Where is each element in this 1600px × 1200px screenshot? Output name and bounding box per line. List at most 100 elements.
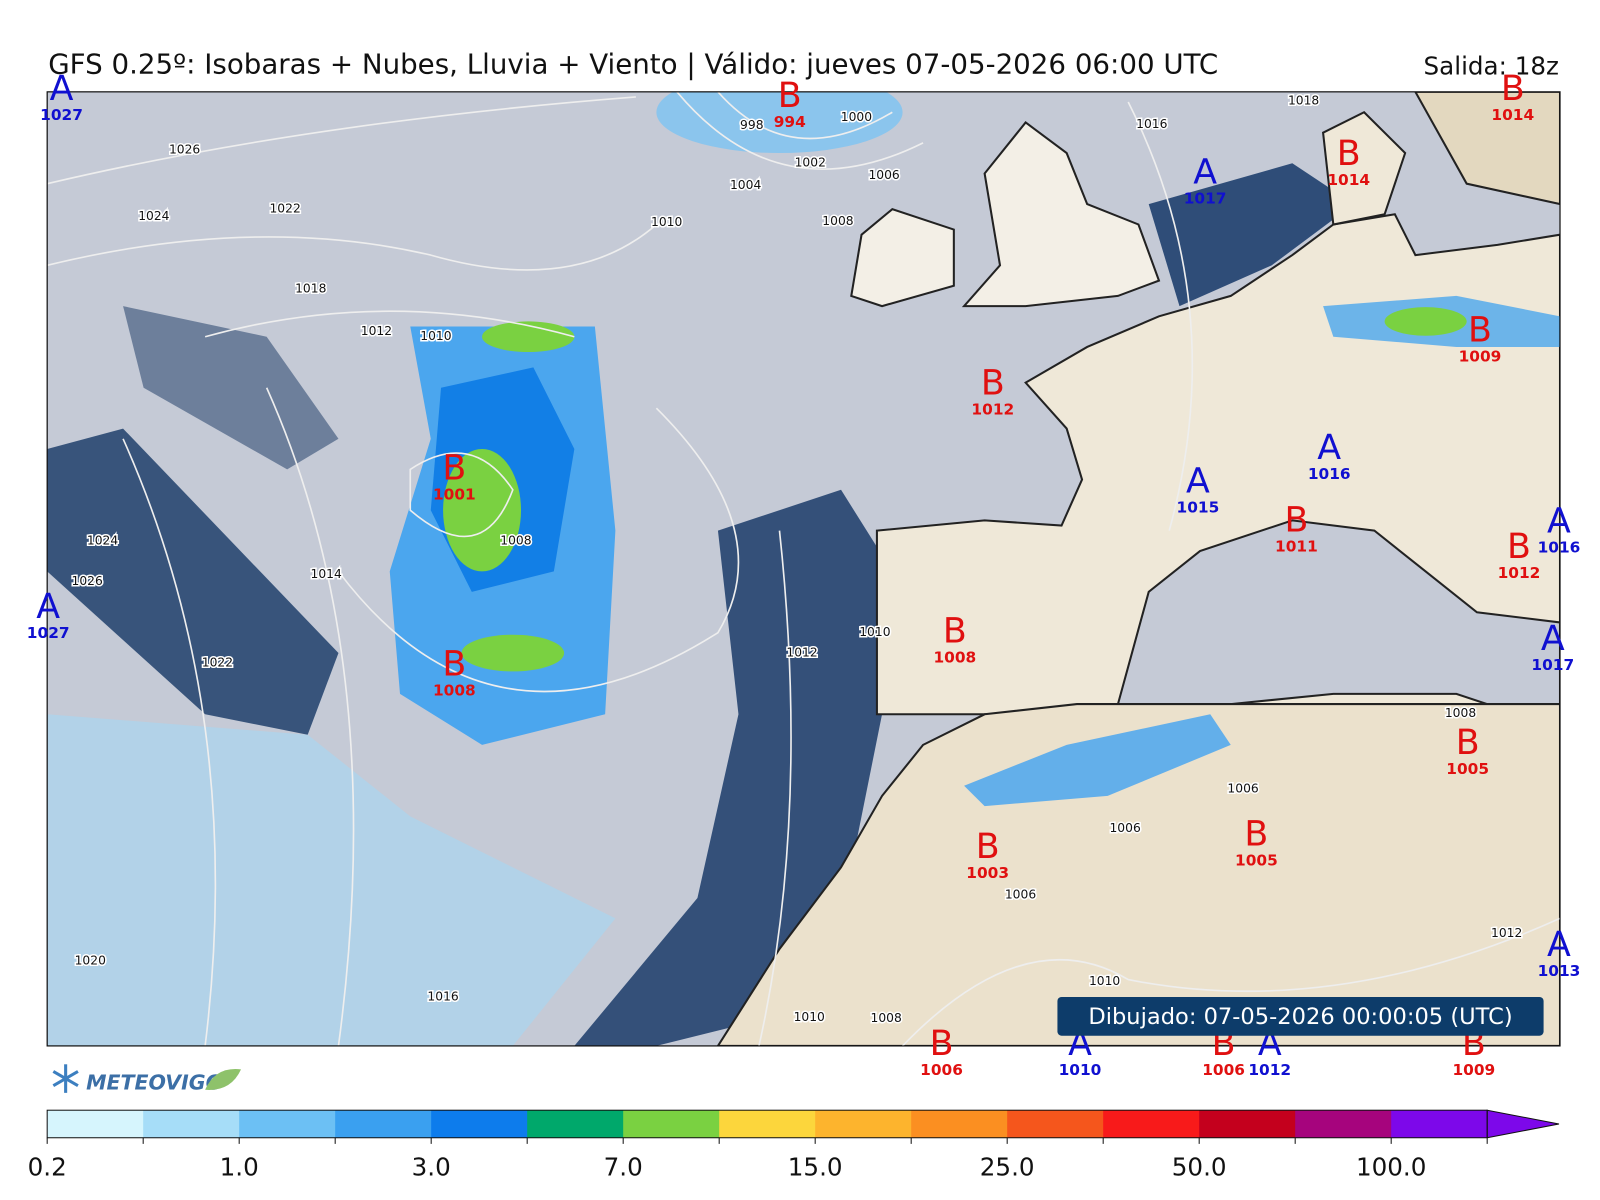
pressure-letter: A [1547, 925, 1571, 965]
pressure-letter: B [1284, 500, 1308, 540]
isobar-label: 1000 [841, 110, 872, 124]
colorbar-label: 15.0 [788, 1152, 843, 1181]
colorbar-segment [623, 1110, 720, 1138]
pressure-letter: A [1317, 428, 1341, 468]
isobar-label: 1024 [87, 533, 118, 547]
cloud-band [47, 428, 339, 735]
isobar-label: 1006 [1005, 887, 1036, 901]
pressure-value: 1006 [920, 1061, 963, 1079]
pressure-letter: B [778, 76, 802, 116]
colorbar-segment [239, 1110, 336, 1138]
isobar-label: 1024 [138, 209, 169, 223]
pressure-letter: B [981, 364, 1005, 404]
pressure-letter: A [36, 587, 60, 627]
pressure-value: 1003 [966, 864, 1009, 882]
colorbar-segment [527, 1110, 624, 1138]
pressure-value: 1001 [433, 485, 476, 503]
pressure-letter: A [1193, 153, 1217, 193]
rain-area [1384, 307, 1467, 336]
pressure-value: 994 [774, 113, 806, 131]
pressure-value: 1008 [933, 649, 976, 667]
colorbar-segment [1199, 1110, 1296, 1138]
pressure-letter: B [442, 644, 466, 684]
isobar-label: 1008 [871, 1011, 902, 1025]
isobar-label: 1006 [868, 168, 899, 182]
colorbar-frame [46, 1109, 1488, 1139]
isobar-label: 1012 [786, 646, 817, 660]
pressure-letter: B [1501, 69, 1525, 109]
isobar-label: 1026 [169, 143, 200, 157]
cloud-band [123, 306, 339, 470]
isobar-label: 998 [740, 118, 763, 132]
isobar-label: 1010 [859, 625, 890, 639]
colorbar-segment [1295, 1110, 1392, 1138]
isobars [47, 91, 1560, 1046]
isobar-label: 1020 [75, 954, 106, 968]
rain-area [482, 321, 575, 353]
colorbar-label: 1.0 [220, 1152, 259, 1181]
colorbar-segment [335, 1110, 432, 1138]
timestamp-box [1057, 996, 1544, 1036]
pressure-value: 1012 [1498, 564, 1541, 582]
colorbar-segment [431, 1110, 528, 1138]
pressure-value: 1012 [971, 401, 1014, 419]
title: GFS 0.25º: Isobaras + Nubes, Lluvia + Vi… [48, 47, 1218, 80]
colorbar-label: 3.0 [412, 1152, 451, 1181]
isobar-label: 1016 [427, 989, 458, 1003]
colorbar-segment [719, 1110, 816, 1138]
pressure-letter: B [1244, 815, 1268, 855]
pressure-value: 1012 [1248, 1061, 1291, 1079]
pressure-value: 1009 [1459, 348, 1502, 366]
isobar-label: 1010 [420, 329, 451, 343]
isobar-label: 1026 [72, 574, 103, 588]
pressure-letter: B [442, 448, 466, 488]
pressure-value: 1017 [1531, 656, 1574, 674]
run-time: Salida: 18z [1424, 51, 1559, 80]
isobar-label: 1018 [295, 281, 326, 295]
pressure-value: 1014 [1491, 106, 1534, 124]
land-ireland [850, 208, 955, 308]
isobar-label: 1022 [202, 656, 233, 670]
isobar-label: 1002 [795, 156, 826, 170]
land-denmark [1321, 111, 1407, 226]
pressure-value: 1005 [1235, 852, 1278, 870]
map [47, 91, 1560, 1046]
pressure-letter: B [976, 827, 1000, 867]
pressure-value: 1011 [1275, 537, 1318, 555]
rain-area [656, 91, 903, 154]
rain-area [461, 634, 565, 672]
pressure-value: 1015 [1177, 499, 1220, 517]
pressure-letter: A [1547, 502, 1571, 542]
colorbar-label: 0.2 [28, 1152, 67, 1181]
rain-area [443, 448, 522, 572]
land-britain [961, 121, 1161, 308]
logo-text: METEOVIGO [86, 1071, 223, 1095]
cloud-band [1148, 163, 1354, 307]
isobar-label: 1008 [1445, 706, 1476, 720]
isobar-label: 1006 [1227, 781, 1258, 795]
cloud-area [47, 714, 616, 1046]
colorbar-segment [1391, 1110, 1488, 1138]
isobar-label: 1014 [311, 567, 342, 581]
pressure-letter: B [1468, 311, 1492, 351]
colorbar-segment [1103, 1110, 1200, 1138]
pressure-letter: B [930, 1024, 954, 1064]
pressure-value: 1017 [1184, 190, 1227, 208]
timestamp: Dibujado: 07-05-2026 00:00:05 (UTC) [1088, 1004, 1512, 1030]
land-africa [716, 703, 1560, 1046]
pressure-value: 1005 [1446, 760, 1489, 778]
pressure-value: 1027 [27, 624, 70, 642]
colorbar-label: 100.0 [1356, 1152, 1426, 1181]
pressure-letter: B [1337, 134, 1361, 174]
isobar-label: 1010 [794, 1010, 825, 1024]
land-scandinavia [1414, 91, 1560, 206]
pressure-value: 1006 [1202, 1061, 1245, 1079]
colorbar-label: 7.0 [604, 1152, 643, 1181]
pressure-value: 1008 [433, 681, 476, 699]
isobar-label: 1016 [1136, 117, 1167, 131]
pressure-letter: B [943, 612, 967, 652]
isobar-label: 1012 [361, 324, 392, 338]
pressure-letter: A [1541, 619, 1565, 659]
